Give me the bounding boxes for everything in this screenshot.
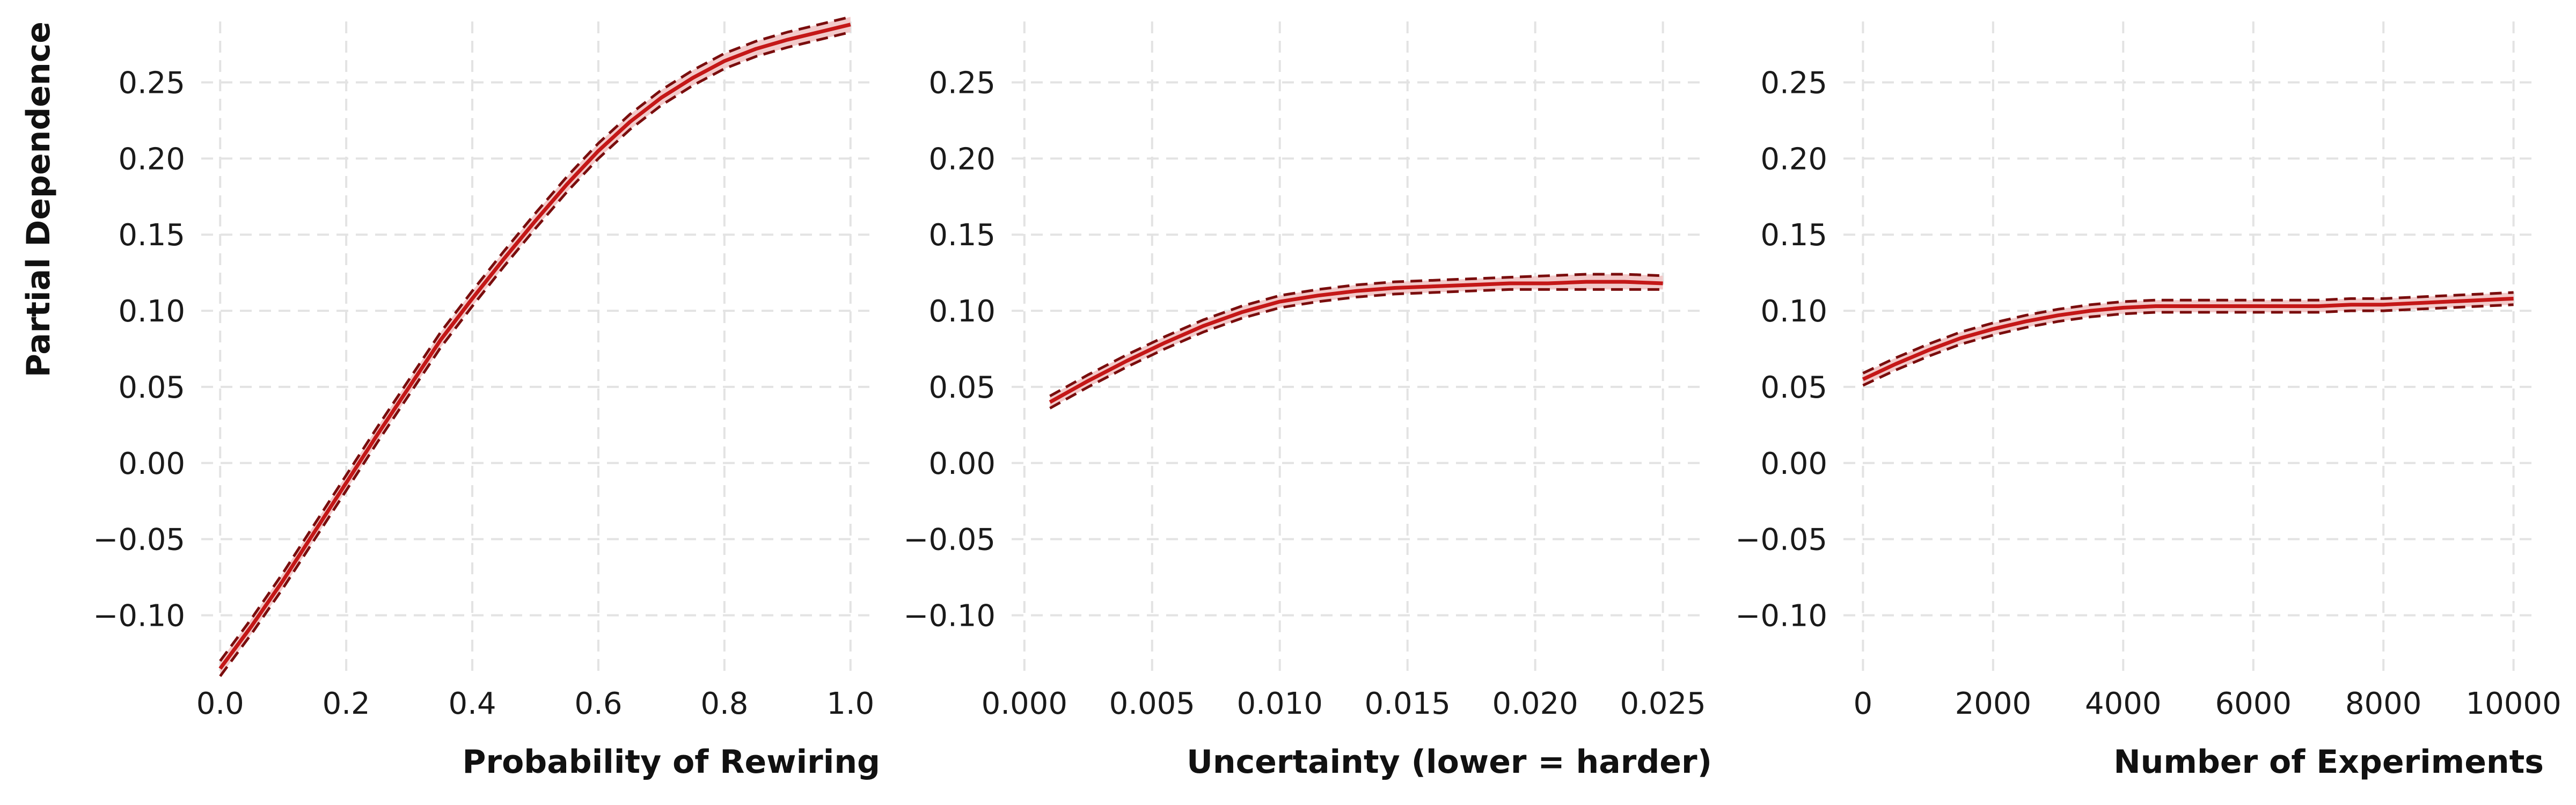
subplot-2: −0.10 −0.05 0.00 0.05 0.10 0.15 0.20 0.25 0.000 0… — [903, 21, 1712, 781]
x-axis-label: Probability of Rewiring — [463, 743, 880, 781]
x-tick-label: 0.020 — [1492, 686, 1578, 721]
y-tick-label: 0.25 — [928, 65, 996, 100]
y-tick-label: 0.10 — [1760, 294, 1827, 329]
y-tick-label: 0.00 — [1760, 447, 1827, 481]
x-axis-label: Uncertainty (lower = harder) — [1187, 743, 1712, 781]
x-axis-label: Number of Experiments — [2113, 743, 2544, 781]
y-tick-label: 0.05 — [1760, 370, 1827, 405]
partial-dependence-line — [1862, 296, 2514, 381]
y-tick-label: 0.20 — [1760, 142, 1827, 177]
x-tick-label: 0.015 — [1365, 686, 1451, 721]
y-tick-label: −0.10 — [1735, 599, 1827, 634]
confidence-band — [1050, 274, 1663, 408]
y-tick-label: −0.05 — [903, 523, 996, 558]
subplot-3: −0.10 −0.05 0.00 0.05 0.10 0.15 0.20 0.25 0 2000 4… — [1735, 21, 2562, 781]
partial-dependence-line — [1049, 280, 1663, 404]
y-tick-label: 0.00 — [118, 447, 185, 481]
x-tick-label: 4000 — [2085, 686, 2162, 721]
y-tick-label: 0.00 — [928, 447, 996, 481]
y-tick-label: −0.05 — [93, 523, 185, 558]
x-tick-label: 0.8 — [700, 686, 748, 721]
upper-bound-line — [219, 16, 851, 662]
y-tick-label: −0.05 — [1735, 523, 1827, 558]
x-tick-label: 0.000 — [982, 686, 1067, 721]
y-tick-label: −0.10 — [93, 599, 185, 634]
x-tick-label: 0.005 — [1109, 686, 1195, 721]
y-tick-label: 0.05 — [118, 370, 185, 405]
y-tick-label: 0.15 — [928, 218, 996, 253]
y-tick-label: 0.20 — [928, 142, 996, 177]
y-tick-label: 0.10 — [118, 294, 185, 329]
x-tick-label: 2000 — [1955, 686, 2032, 721]
y-tick-label: 0.15 — [118, 218, 185, 253]
upper-bound-line — [1862, 291, 2514, 375]
lower-bound-line — [219, 31, 851, 677]
y-tick-label: 0.15 — [1760, 218, 1827, 253]
y-tick-label: 0.05 — [928, 370, 996, 405]
y-tick-label: −0.10 — [903, 599, 996, 634]
subplot-1: −0.10 −0.05 0.00 0.05 0.10 0.15 0.20 0.25 0.0 0.2… — [20, 16, 880, 781]
x-tick-label: 10000 — [2466, 686, 2562, 721]
lower-bound-line — [1049, 288, 1663, 409]
y-tick-label: 0.25 — [118, 65, 185, 100]
y-tick-label: 0.20 — [118, 142, 185, 177]
lower-bound-line — [1862, 303, 2514, 387]
x-tick-label: 0.0 — [196, 686, 244, 721]
partial-dependence-line — [218, 23, 851, 670]
y-axis-label: Partial Dependence — [20, 21, 57, 377]
y-tick-label: 0.10 — [928, 294, 996, 329]
x-tick-label: 0.4 — [449, 686, 496, 721]
x-tick-label: 0.2 — [323, 686, 370, 721]
x-tick-label: 0.6 — [574, 686, 622, 721]
confidence-band — [220, 17, 851, 676]
x-tick-label: 8000 — [2345, 686, 2422, 721]
y-tick-label: 0.25 — [1760, 65, 1827, 100]
x-tick-label: 1.0 — [826, 686, 874, 721]
x-tick-label: 0 — [1854, 686, 1873, 721]
x-tick-label: 0.010 — [1237, 686, 1323, 721]
x-tick-label: 6000 — [2215, 686, 2292, 721]
upper-bound-line — [1049, 273, 1663, 398]
x-tick-label: 0.025 — [1620, 686, 1706, 721]
